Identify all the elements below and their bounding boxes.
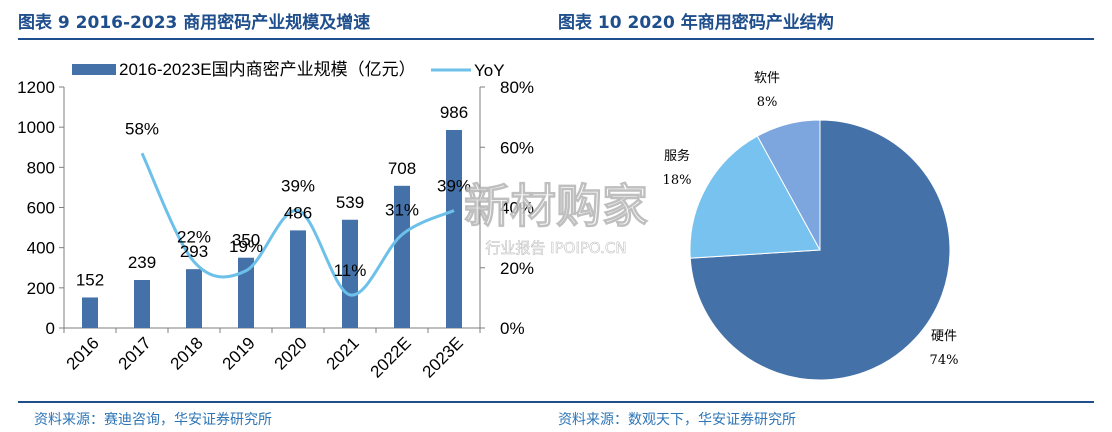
bar <box>446 129 462 328</box>
bar <box>238 257 254 328</box>
right-y-tick-label: 40% <box>500 199 534 218</box>
bar-value-label: 708 <box>388 159 416 178</box>
bar-value-label: 486 <box>284 203 312 222</box>
x-tick-label: 2018 <box>167 333 207 373</box>
bar <box>394 185 410 328</box>
left-y-tick-label: 0 <box>46 319 55 338</box>
pie-slice <box>756 119 821 251</box>
bar-line-chart: 0 200 400 600 800 1000 1200 0% 20% 40% 60% 80% 2016 2… <box>17 60 534 382</box>
left-y-tick-label: 1000 <box>17 118 55 137</box>
watermark-main-text: 新材购家 <box>464 179 648 233</box>
watermark-sub-text: 行业报告 IPOIPO.CN <box>485 239 626 257</box>
yoy-value-label: 19% <box>229 237 263 256</box>
yoy-value-label: 39% <box>281 177 315 196</box>
right-y-tick-label: 20% <box>500 259 534 278</box>
yoy-value-label: 39% <box>437 177 471 196</box>
pie-slice-percent: 74% <box>930 353 959 368</box>
bar <box>82 297 98 328</box>
left-y-tick-label: 400 <box>27 239 55 258</box>
pie-slice-percent: 18% <box>663 173 692 188</box>
left-y-tick-label: 1200 <box>17 78 55 97</box>
x-tick-label: 2020 <box>271 333 311 373</box>
pie-slice-label: 硬件 <box>931 329 957 344</box>
right-y-tick-label: 60% <box>500 138 534 157</box>
bar <box>290 230 306 328</box>
left-y-tick-label: 200 <box>27 279 55 298</box>
x-tick-label: 2019 <box>219 333 259 373</box>
bar-value-label: 350 <box>232 231 260 250</box>
header-rule <box>18 38 1094 40</box>
x-tick-label: 2017 <box>115 333 155 373</box>
bar <box>134 280 150 328</box>
left-y-tick-label: 800 <box>27 158 55 177</box>
right-y-tick-label: 80% <box>500 78 534 97</box>
pie-chart: 硬件 74% 服务 18% 软件 8% <box>663 71 959 381</box>
bar-value-label: 539 <box>336 193 364 212</box>
x-tick-label: 2022E <box>367 333 415 381</box>
bar-value-label: 239 <box>128 253 156 272</box>
pie-slice-label: 服务 <box>664 148 690 164</box>
legend-bar-swatch <box>72 64 116 75</box>
footer-rule <box>18 401 1094 403</box>
right-figure-title: 图表 10 2020 年商用密码产业结构 <box>558 13 834 33</box>
legend-bar-label: 2016-2023E国内商密产业规模（亿元） <box>119 60 416 79</box>
left-figure-title: 图表 9 2016-2023 商用密码产业规模及增速 <box>18 13 371 33</box>
right-source-note: 资料来源：数观天下，华安证券研究所 <box>558 412 796 428</box>
pie-slice-label: 软件 <box>754 71 780 86</box>
bar <box>342 219 358 328</box>
pie-slice <box>689 135 821 259</box>
bar-value-label: 293 <box>180 242 208 261</box>
left-y-tick-label: 600 <box>27 199 55 218</box>
yoy-value-label: 58% <box>125 119 159 138</box>
yoy-value-label: 11% <box>334 261 367 280</box>
left-source-note: 资料来源：赛迪咨询，华安证券研究所 <box>34 412 272 428</box>
bar-value-label: 152 <box>76 270 104 289</box>
legend-line-label: YoY <box>474 61 505 80</box>
x-tick-label: 2016 <box>63 333 103 373</box>
x-tick-label: 2021 <box>323 333 363 373</box>
x-tick-label: 2023E <box>419 333 467 381</box>
pie-slice-percent: 8% <box>757 95 778 110</box>
yoy-value-label: 31% <box>385 201 419 220</box>
yoy-value-label: 22% <box>177 228 211 247</box>
yoy-line <box>140 152 455 297</box>
right-y-tick-label: 0% <box>500 319 525 338</box>
bar-value-label: 986 <box>440 103 468 122</box>
bar <box>186 269 202 328</box>
